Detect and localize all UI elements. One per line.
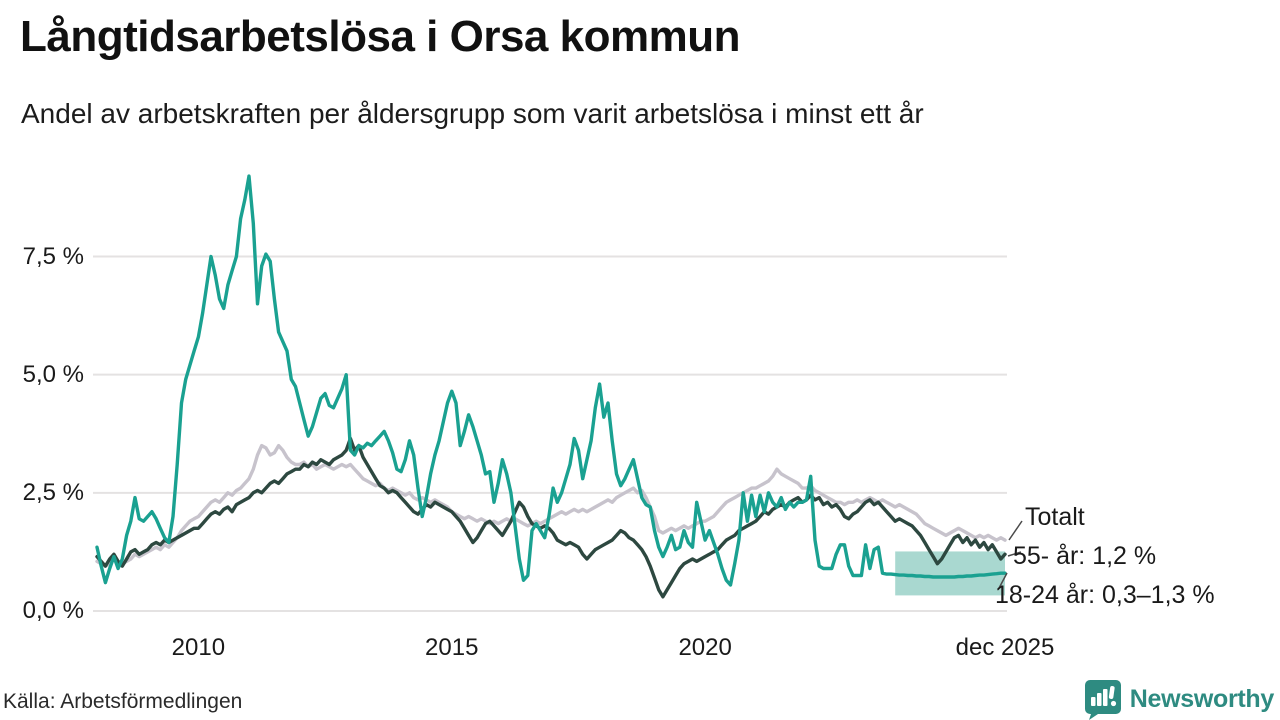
x-tick-label-0: 2010 <box>171 634 226 661</box>
logo-exclamation-dot <box>1110 700 1116 707</box>
newsworthy-logo-icon <box>1084 680 1121 720</box>
y-tick-label-3: 7,5 % <box>22 242 84 270</box>
y-tick-label-0: 0,0 % <box>22 597 84 624</box>
x-tick-label-1: 2015 <box>425 634 479 661</box>
connector-55 <box>1007 551 1022 557</box>
logo-bar-2 <box>1096 693 1102 706</box>
series-lines <box>95 174 1007 599</box>
gridlines <box>93 255 1007 612</box>
page-title: Långtidsarbetslösa i Orsa kommun <box>20 12 740 61</box>
page-subtitle: Andel av arbetskraften per åldersgrupp s… <box>21 98 924 129</box>
logo-bar-3 <box>1102 689 1108 706</box>
brand-name: Newsworthy <box>1129 684 1275 713</box>
series-line-18-24-r <box>95 174 1007 587</box>
connector-18-24 <box>997 572 1008 591</box>
y-tick-label-1: 2,5 % <box>22 478 84 506</box>
logo-bar-1 <box>1090 697 1096 706</box>
newsworthy-brand: Newsworthy <box>1082 678 1274 720</box>
annotation-18-24-ar: 18-24 år: 0,3–1,3 % <box>995 581 1215 609</box>
logo-exclamation-bar <box>1108 686 1115 699</box>
series-line-55-r <box>95 436 1007 599</box>
x-tick-label-2: 2020 <box>678 634 732 661</box>
y-tick-label-2: 5,0 % <box>22 360 84 388</box>
annotation-55-ar: 55- år: 1,2 % <box>1013 542 1157 570</box>
annotation-connectors <box>997 520 1023 591</box>
annotation-totalt: Totalt <box>1025 503 1085 531</box>
connector-totalt <box>1008 520 1023 541</box>
x-tick-label-3: dec 2025 <box>955 634 1055 661</box>
series-line-totalt <box>95 443 1007 568</box>
source-note: Källa: Arbetsförmedlingen <box>3 690 243 713</box>
